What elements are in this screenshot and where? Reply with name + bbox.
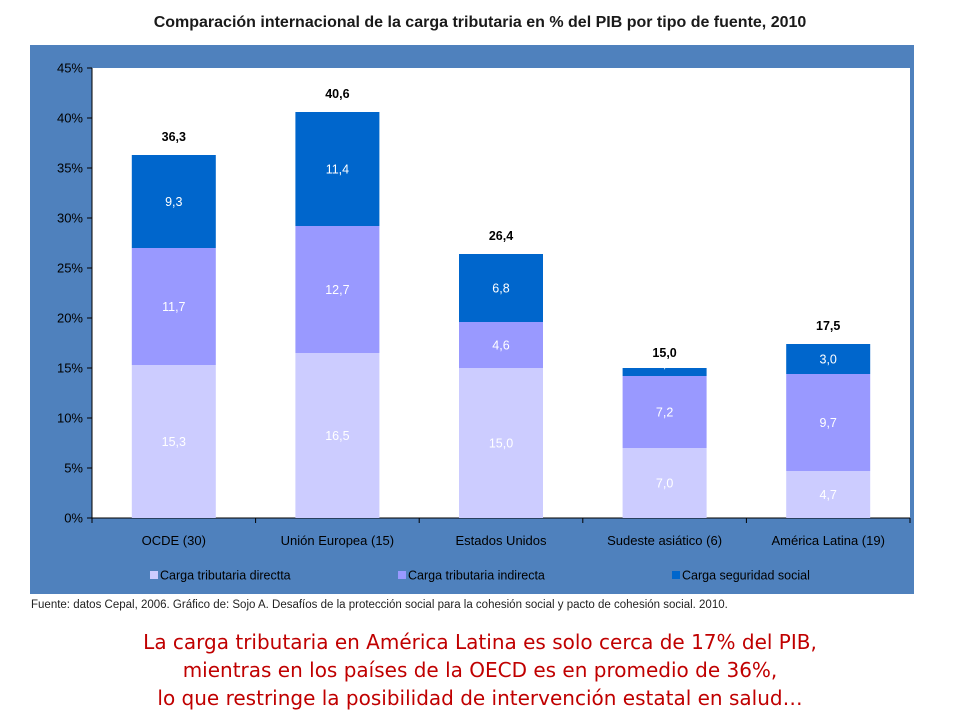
source-note: Fuente: datos Cepal, 2006. Gráfico de: S… [31, 599, 728, 611]
bar-segment [295, 226, 380, 353]
data-label: 0,8 [656, 357, 673, 371]
data-label: 9,7 [820, 416, 837, 430]
legend-swatch [672, 571, 680, 579]
total-label: 40,6 [325, 87, 349, 101]
y-tick-label: 20% [57, 311, 83, 326]
y-tick-label: 5% [64, 461, 83, 476]
y-tick-label: 10% [57, 411, 83, 426]
legend-label: Carga seguridad social [682, 569, 810, 583]
legend-swatch [150, 571, 158, 579]
y-tick-label: 30% [57, 211, 83, 226]
data-label: 15,0 [489, 437, 513, 451]
message-line-1: La carga tributaria en América Latina es… [143, 630, 817, 654]
data-label: 11,7 [162, 300, 185, 314]
x-category-label: Sudeste asiático (6) [607, 533, 722, 548]
bar-segment [622, 376, 707, 448]
total-label: 36,3 [162, 130, 186, 144]
y-tick-label: 35% [57, 161, 83, 176]
message-line-2: mientras en los países de la OECD es en … [182, 658, 778, 682]
chart-area: 0% 5% 10% 15% 20% 25% 30% 35% 40% 45% 15,3 11,7 9,3 3… [30, 45, 914, 594]
message-line-3: lo que restringe la posibilidad de inter… [157, 686, 803, 710]
bar-segment [459, 254, 543, 322]
bar-segment [786, 344, 871, 374]
data-label: 4,6 [492, 339, 509, 353]
data-label: 15,3 [162, 435, 186, 449]
bar-segment [622, 448, 707, 518]
bar-segment [786, 374, 871, 471]
bar-segment [131, 248, 216, 365]
x-category-label: América Latina (19) [771, 533, 884, 548]
data-label: 6,8 [492, 282, 509, 296]
y-tick-label: 0% [64, 511, 83, 526]
bar-segment [295, 353, 380, 518]
legend-label: Carga tributaria directta [160, 569, 291, 583]
y-tick-label: 40% [57, 111, 83, 126]
bar-segment [131, 155, 216, 248]
legend-label: Carga tributaria indirecta [408, 569, 545, 583]
key-message: La carga tributaria en América Latina es… [0, 628, 960, 712]
data-label: 3,0 [820, 353, 837, 367]
bar-segment [459, 368, 543, 518]
y-tick-label: 15% [57, 361, 83, 376]
bar-segment [295, 112, 380, 226]
y-tick-label: 25% [57, 261, 83, 276]
data-label: 4,7 [820, 488, 837, 502]
legend-swatch [398, 571, 406, 579]
x-category-label: Estados Unidos [455, 533, 547, 548]
data-label: 12,7 [325, 283, 349, 297]
data-label: 16,5 [325, 429, 349, 443]
total-label: 17,5 [816, 319, 840, 333]
data-label: 7,0 [656, 477, 673, 491]
y-tick-label: 45% [57, 61, 83, 76]
total-label: 15,0 [652, 346, 676, 360]
bar-segment [622, 368, 707, 376]
stacked-bar-chart: 0% 5% 10% 15% 20% 25% 30% 35% 40% 45% 15,3 11,7 9,3 3… [57, 61, 911, 583]
data-label: 7,2 [656, 406, 673, 420]
x-category-label: Unión Europea (15) [281, 533, 394, 548]
total-label: 26,4 [489, 229, 513, 243]
bar-segment [131, 365, 216, 518]
x-category-label: OCDE (30) [142, 533, 206, 548]
bar-segment [459, 322, 543, 368]
data-label: 11,4 [326, 163, 349, 177]
chart-title: Comparación internacional de la carga tr… [153, 14, 807, 31]
bar-segment [786, 471, 871, 518]
data-label: 9,3 [165, 195, 182, 209]
